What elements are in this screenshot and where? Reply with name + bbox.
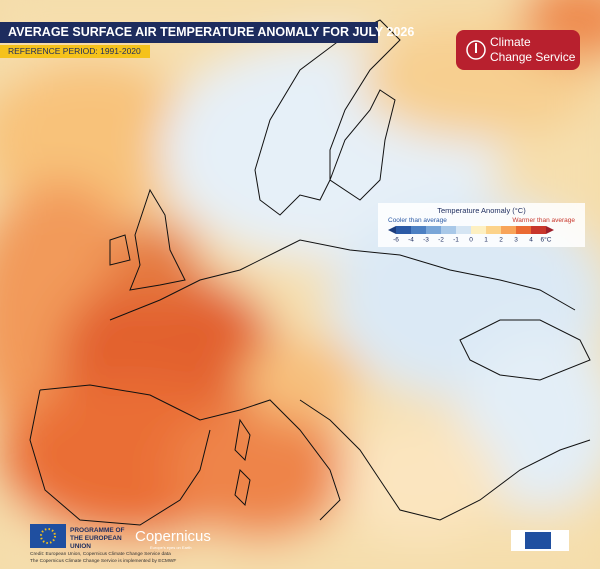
thermometer-icon xyxy=(466,40,486,60)
legend-scale: -6 -4 -3 -2 -1 0 1 2 3 4 6°C xyxy=(388,226,554,244)
ec-flag xyxy=(525,532,551,549)
legend-tick-label: 1 xyxy=(484,237,488,244)
legend-tick-label: 3 xyxy=(514,237,518,244)
legend-tick-label: 4 xyxy=(529,237,533,244)
service-line2: Change Service xyxy=(490,50,576,64)
legend-swatch xyxy=(486,226,501,234)
title-bar: AVERAGE SURFACE AIR TEMPERATURE ANOMALY … xyxy=(0,22,415,43)
eu-flag xyxy=(30,524,66,548)
service-logo: Climate Change Service xyxy=(456,30,580,70)
legend-tick-label: -6 xyxy=(393,237,399,244)
ec-logo xyxy=(511,530,569,551)
service-line1: Climate xyxy=(490,35,531,49)
eu-stars xyxy=(40,528,56,544)
legend-swatch xyxy=(426,226,441,234)
legend-swatch xyxy=(456,226,471,234)
legend: Temperature Anomaly (°C) Cooler than ave… xyxy=(378,203,585,247)
reference-period: REFERENCE PERIOD: 1991-2020 xyxy=(8,46,141,56)
legend-tick-label: -1 xyxy=(453,237,459,244)
programme: PROGRAMME OF THE EUROPEAN UNION xyxy=(70,527,125,550)
legend-swatch xyxy=(396,226,411,234)
legend-swatch xyxy=(411,226,426,234)
legend-warmer: Warmer than average xyxy=(512,217,575,224)
legend-cooler: Cooler than average xyxy=(388,217,447,224)
coastlines xyxy=(29,19,591,526)
title: AVERAGE SURFACE AIR TEMPERATURE ANOMALY … xyxy=(8,25,415,39)
legend-tick-label: -3 xyxy=(423,237,429,244)
credit-2: The Copernicus Climate Change Service is… xyxy=(30,559,177,564)
legend-title: Temperature Anomaly (°C) xyxy=(437,206,526,215)
brand: Copernicus xyxy=(135,528,211,545)
credit-1: Credit: European Union, Copernicus Clima… xyxy=(30,552,171,557)
reference-bar: REFERENCE PERIOD: 1991-2020 xyxy=(0,45,150,58)
legend-tick-label: 6°C xyxy=(541,236,552,244)
tagline: Europe's eyes on Earth xyxy=(150,545,192,550)
legend-swatch xyxy=(531,226,546,234)
legend-tick-label: 2 xyxy=(499,237,503,244)
legend-swatch xyxy=(441,226,456,234)
legend-high-arrow xyxy=(546,226,554,234)
legend-tick-label: 0 xyxy=(469,237,473,244)
legend-swatch xyxy=(516,226,531,234)
legend-tick-label: -2 xyxy=(438,237,444,244)
legend-tick-label: -4 xyxy=(408,237,414,244)
legend-low-arrow xyxy=(388,226,396,234)
legend-swatch xyxy=(501,226,516,234)
legend-swatch xyxy=(471,226,486,234)
